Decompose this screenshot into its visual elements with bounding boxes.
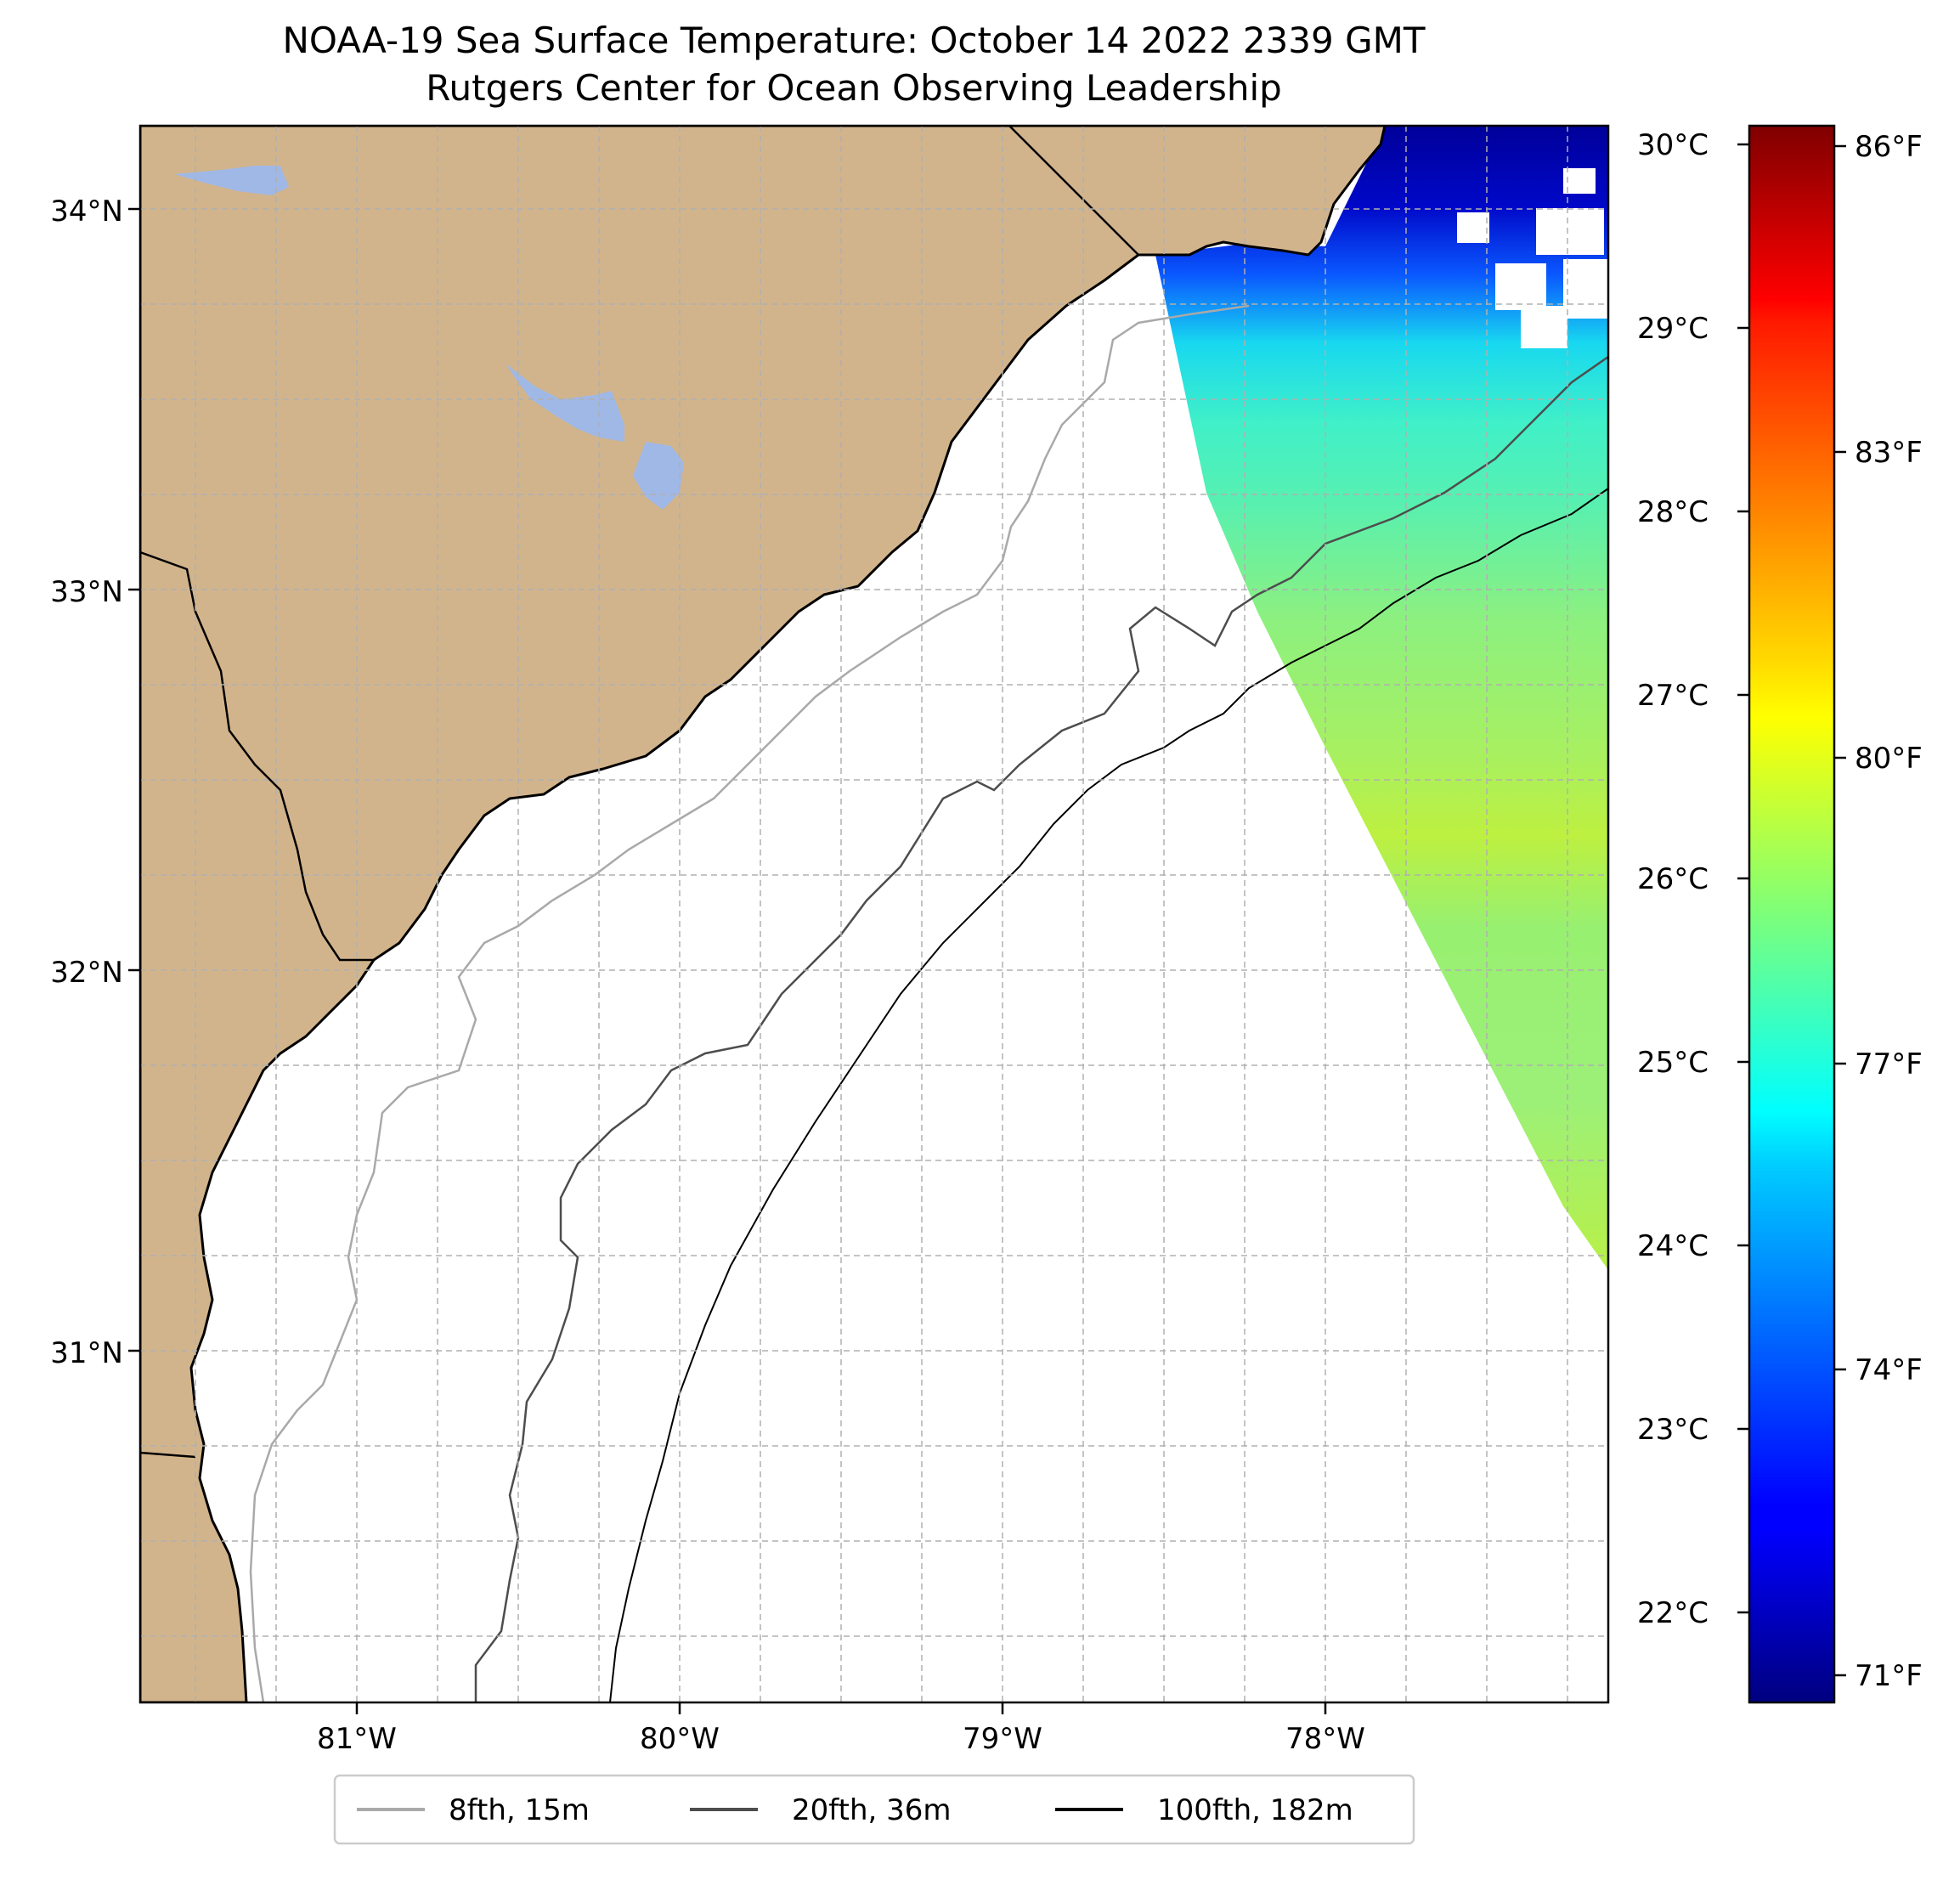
colorbar-label-77f: 77°F [1855, 1047, 1923, 1081]
colorbar-label-24c: 24°C [1637, 1229, 1709, 1263]
colorbar-label-25c: 25°C [1637, 1046, 1709, 1080]
title-line-2: Rutgers Center for Ocean Observing Leade… [426, 67, 1282, 109]
colorbar-label-27c: 27°C [1637, 679, 1709, 713]
colorbar-fahrenheit-ticks [1834, 144, 1846, 1677]
land-mass [140, 126, 1387, 1702]
legend-label-20fth: 20fth, 36m [792, 1793, 952, 1827]
title-line-1: NOAA-19 Sea Surface Temperature: October… [282, 20, 1425, 61]
colorbar-celsius-ticks [1737, 143, 1749, 1614]
colorbar-label-23c: 23°C [1637, 1413, 1709, 1447]
axis-ticks [128, 207, 1327, 1714]
colorbar-label-26c: 26°C [1637, 862, 1709, 896]
legend-frame [333, 1774, 1415, 1845]
colorbar-label-80f: 80°F [1855, 742, 1923, 776]
legend-label-100fth: 100fth, 182m [1157, 1793, 1353, 1827]
legend-label-8fth: 8fth, 15m [449, 1793, 590, 1827]
lake-marion [506, 364, 624, 442]
colorbar-label-71f: 71°F [1855, 1659, 1923, 1693]
colorbar-gradient [1748, 124, 1836, 1704]
lon-label-78w: 78°W [1285, 1722, 1365, 1756]
lon-label-80w: 80°W [640, 1722, 720, 1756]
colorbar-label-28c: 28°C [1637, 495, 1709, 529]
lake-moultrie [633, 442, 684, 510]
isobath-20fth [474, 355, 1608, 1702]
colorbar-label-83f: 83°F [1855, 436, 1923, 470]
lat-label-34n: 34°N [50, 195, 123, 229]
map-panel [140, 126, 1608, 1702]
colorbar-label-22c: 22°C [1637, 1596, 1709, 1630]
lake-north [174, 166, 289, 195]
state-border [140, 126, 1139, 1459]
map-frame [138, 124, 1610, 1704]
lon-label-81w: 81°W [317, 1722, 397, 1756]
gridlines [140, 126, 1608, 1702]
colorbar-label-30c: 30°C [1637, 128, 1709, 162]
lat-label-33n: 33°N [50, 575, 123, 609]
sst-satellite-swath [1155, 126, 1608, 1270]
cloud-mask-gaps [1457, 168, 1608, 348]
colorbar: 30°C 29°C 28°C 27°C 26°C 25°C 24°C 23°C … [1637, 124, 1923, 1704]
legend: 8fth, 15m 20fth, 36m 100fth, 182m [333, 1774, 1415, 1845]
colorbar-label-29c: 29°C [1637, 312, 1709, 346]
colorbar-label-86f: 86°F [1855, 130, 1923, 164]
lat-label-32n: 32°N [50, 956, 123, 990]
lon-label-79w: 79°W [963, 1722, 1042, 1756]
colorbar-label-74f: 74°F [1855, 1353, 1923, 1387]
lat-label-31n: 31°N [50, 1336, 123, 1370]
